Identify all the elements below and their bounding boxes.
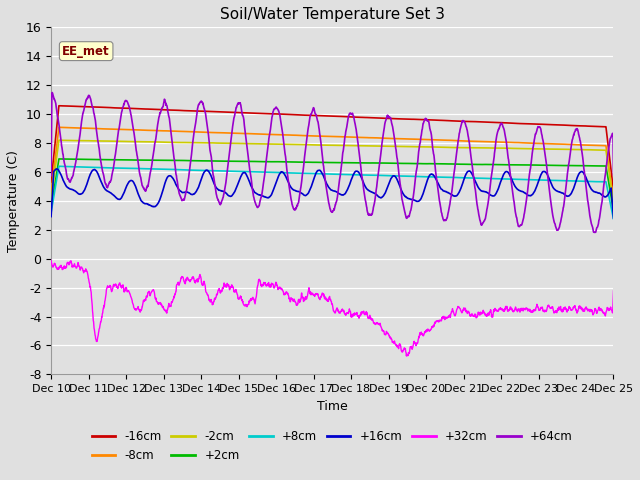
X-axis label: Time: Time: [317, 400, 348, 413]
Y-axis label: Temperature (C): Temperature (C): [7, 150, 20, 252]
Text: EE_met: EE_met: [62, 45, 110, 58]
Legend: -16cm, -8cm, -2cm, +2cm, +8cm, +16cm, +32cm, +64cm: -16cm, -8cm, -2cm, +2cm, +8cm, +16cm, +3…: [87, 425, 578, 467]
Title: Soil/Water Temperature Set 3: Soil/Water Temperature Set 3: [220, 7, 445, 22]
